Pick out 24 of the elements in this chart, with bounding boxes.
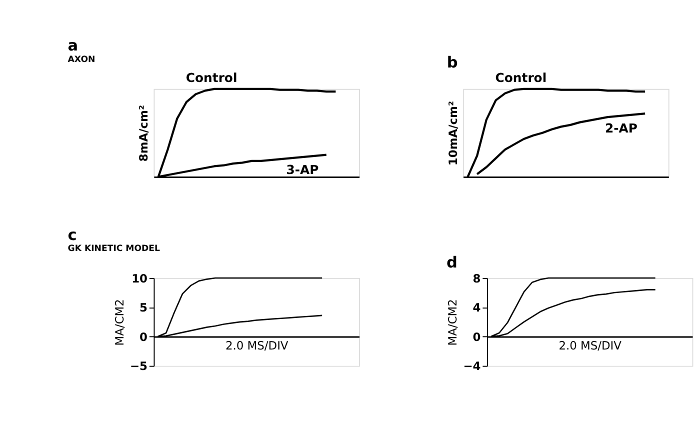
y-tick-label: 0	[472, 330, 481, 344]
x-axis-title: 2.0 MS/DIV	[225, 338, 288, 352]
series-label: Control	[495, 70, 547, 86]
y-axis-title: 8mA/cm²	[136, 105, 151, 162]
series-label: 2-AP	[604, 120, 638, 136]
x-axis-title: 2.0 MS/DIV	[558, 338, 622, 352]
y-axis-title: 10mA/cm²	[446, 101, 460, 166]
y-tick-label: 4	[472, 300, 481, 315]
chart-title: d	[446, 253, 458, 272]
y-tick-label: −4	[463, 359, 481, 374]
text: GK KINETIC MODEL	[68, 244, 160, 254]
y-axis-title: MA/CM2	[446, 299, 460, 346]
y-axis-title: MA/CM2	[112, 299, 126, 346]
series-label: Control	[186, 70, 238, 86]
y-tick-label: 5	[140, 300, 148, 315]
chart-title: a	[68, 36, 78, 55]
y-tick-label: 10	[132, 271, 148, 286]
series-label: 3-AP	[286, 162, 319, 177]
text: AXON	[68, 55, 96, 66]
y-tick-label: −5	[130, 359, 148, 374]
y-tick-label: 8	[472, 271, 481, 286]
y-tick-label: 0	[140, 330, 148, 344]
chart-title: c	[68, 226, 77, 244]
chart-title: b	[446, 54, 458, 72]
